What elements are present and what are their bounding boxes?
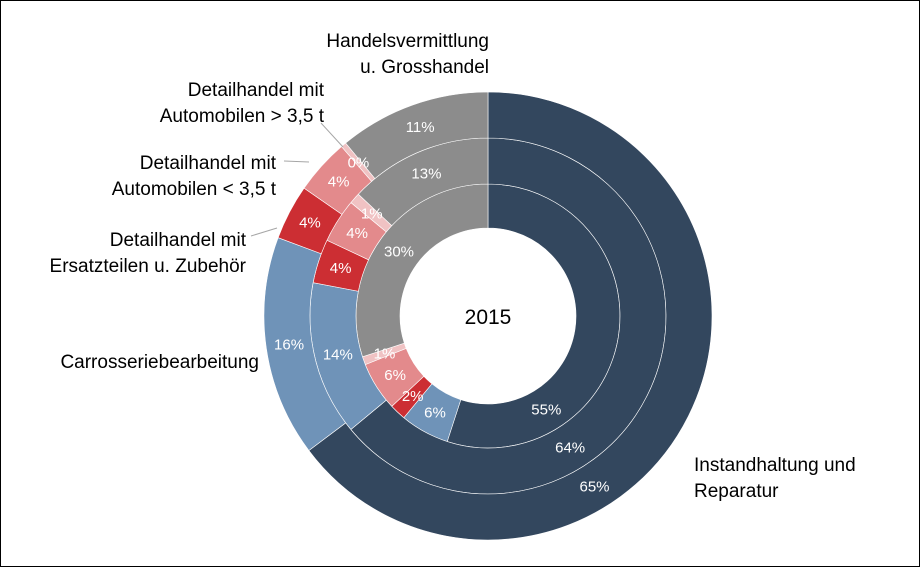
- leader-line-detail-auto-gt35: [320, 122, 344, 148]
- category-label-detail-ersatzteile: Detailhandel mit Ersatzteilen u. Zubehör: [50, 230, 247, 277]
- category-label-line: Detailhandel mit: [140, 153, 277, 174]
- leader-lines: [250, 122, 344, 237]
- ring-outer-label-detail-auto-lt35: 4%: [328, 174, 350, 191]
- ring-middle-label-instandhaltung: 64%: [555, 439, 585, 456]
- ring-inner-label-detail-auto-gt35: 1%: [374, 345, 396, 362]
- category-label-line: Instandhaltung und: [694, 455, 856, 476]
- category-label-line: Detailhandel mit: [188, 80, 325, 101]
- ring-inner-label-detail-ersatzteile: 2%: [402, 388, 424, 405]
- ring-outer-label-detail-auto-gt35: 0%: [348, 154, 370, 171]
- category-label-handelsvermittlung: Handelsvermittlung u. Grosshandel: [326, 31, 489, 78]
- category-label-line: Detailhandel mit: [110, 230, 247, 251]
- ring-middle-label-handelsvermittlung: 13%: [411, 166, 441, 183]
- leader-line-detail-auto-lt35: [283, 160, 310, 163]
- ring-middle-label-detail-ersatzteile: 4%: [330, 260, 352, 277]
- category-label-line: Automobilen > 3,5 t: [160, 106, 325, 127]
- category-label-line: Carrosseriebearbeitung: [60, 352, 259, 373]
- ring-outer-segment-handelsvermittlung: [345, 91, 489, 179]
- ring-middle-label-detail-auto-lt35: 4%: [346, 225, 368, 242]
- category-label-detail-auto-lt35: Detailhandel mit Automobilen < 3,5 t: [112, 153, 277, 200]
- ring-inner-label-detail-auto-lt35: 6%: [384, 367, 406, 384]
- category-label-detail-auto-gt35: Detailhandel mit Automobilen > 3,5 t: [160, 80, 325, 127]
- category-label-carrosserie: Carrosseriebearbeitung: [60, 352, 259, 373]
- center-label: 2015: [465, 306, 512, 329]
- ring-outer-label-instandhaltung: 65%: [579, 478, 609, 495]
- category-label-line: u. Grosshandel: [360, 57, 489, 78]
- ring-inner-label-carrosserie: 6%: [424, 404, 446, 421]
- donut-rings: [263, 91, 713, 541]
- category-label-line: Reparatur: [694, 481, 779, 502]
- segment-labels: 55%6%2%6%1%30%64%14%4%4%1%13%65%16%4%4%0…: [274, 119, 609, 496]
- category-label-line: Ersatzteilen u. Zubehör: [50, 256, 247, 277]
- ring-outer-label-carrosserie: 16%: [274, 337, 304, 354]
- ring-outer-segment-instandhaltung: [308, 91, 713, 541]
- category-label-line: Handelsvermittlung: [326, 31, 489, 52]
- ring-outer-label-detail-ersatzteile: 4%: [299, 215, 321, 232]
- category-label-instandhaltung: Instandhaltung und Reparatur: [694, 455, 856, 502]
- category-label-line: Automobilen < 3,5 t: [112, 179, 277, 200]
- ring-inner-label-instandhaltung: 55%: [531, 401, 561, 418]
- ring-middle-label-carrosserie: 14%: [323, 347, 353, 364]
- ring-outer-label-handelsvermittlung: 11%: [406, 119, 435, 136]
- ring-middle-label-detail-auto-gt35: 1%: [361, 205, 383, 222]
- category-labels: Instandhaltung und Reparatur Carrosseriebe…: [50, 31, 856, 502]
- leader-line-detail-ersatzteile: [250, 227, 278, 237]
- ring-inner-label-handelsvermittlung: 30%: [384, 243, 414, 260]
